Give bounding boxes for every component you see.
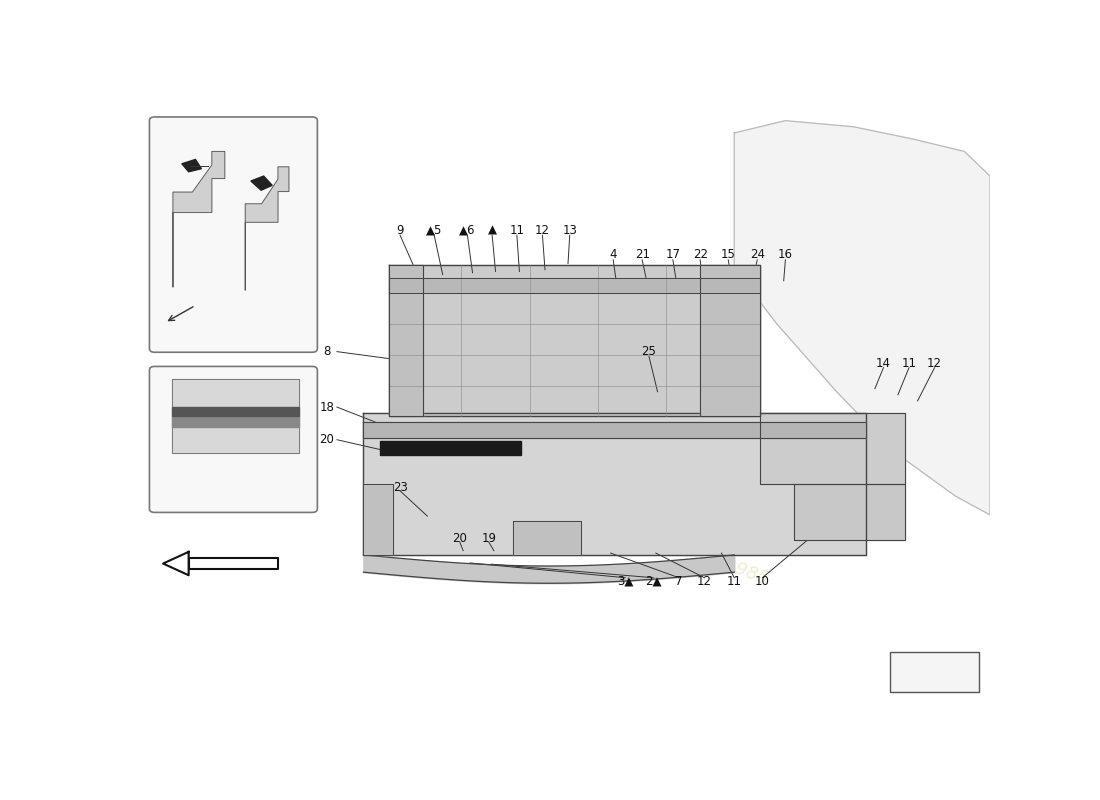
Text: 16: 16 bbox=[778, 249, 793, 262]
Text: a passion for motoring since 1985: a passion for motoring since 1985 bbox=[476, 466, 771, 588]
Text: 2▲: 2▲ bbox=[645, 575, 661, 588]
Polygon shape bbox=[735, 121, 990, 515]
Text: 11: 11 bbox=[727, 575, 741, 588]
FancyBboxPatch shape bbox=[150, 117, 318, 352]
Text: 4: 4 bbox=[609, 249, 617, 262]
Text: 28: 28 bbox=[172, 478, 186, 488]
Text: 10: 10 bbox=[755, 575, 770, 588]
Text: 12: 12 bbox=[927, 358, 942, 370]
Text: 20: 20 bbox=[452, 532, 468, 545]
Polygon shape bbox=[389, 266, 424, 416]
Polygon shape bbox=[363, 414, 867, 555]
Text: 8: 8 bbox=[323, 345, 330, 358]
Text: 23: 23 bbox=[393, 481, 407, 494]
Text: 17: 17 bbox=[666, 249, 681, 262]
Text: USA-CANADA: USA-CANADA bbox=[191, 494, 268, 504]
Text: 13: 13 bbox=[562, 224, 578, 237]
Text: 12: 12 bbox=[697, 575, 712, 588]
Polygon shape bbox=[172, 379, 299, 454]
Polygon shape bbox=[389, 266, 760, 416]
Text: 29: 29 bbox=[210, 478, 224, 488]
Polygon shape bbox=[251, 176, 272, 190]
Polygon shape bbox=[163, 552, 189, 575]
Polygon shape bbox=[794, 484, 904, 539]
Text: ▲ = 1: ▲ = 1 bbox=[917, 666, 952, 678]
Text: 18: 18 bbox=[319, 401, 334, 414]
Text: ▲6: ▲6 bbox=[459, 224, 475, 237]
FancyBboxPatch shape bbox=[150, 366, 318, 513]
Polygon shape bbox=[363, 422, 867, 438]
Text: 21: 21 bbox=[635, 249, 650, 262]
Text: ▲: ▲ bbox=[487, 224, 496, 237]
Polygon shape bbox=[700, 266, 760, 416]
Text: 7: 7 bbox=[675, 575, 683, 588]
Polygon shape bbox=[172, 416, 299, 427]
Text: 14: 14 bbox=[876, 358, 891, 370]
Text: 12: 12 bbox=[535, 224, 550, 237]
Text: 27: 27 bbox=[263, 158, 277, 167]
Polygon shape bbox=[189, 558, 278, 569]
Text: 11: 11 bbox=[509, 224, 525, 237]
Polygon shape bbox=[513, 521, 581, 555]
Polygon shape bbox=[172, 407, 299, 416]
Text: 25: 25 bbox=[641, 345, 657, 358]
Polygon shape bbox=[381, 441, 521, 454]
Polygon shape bbox=[173, 151, 224, 287]
Text: 9: 9 bbox=[396, 224, 404, 237]
Polygon shape bbox=[182, 159, 201, 172]
Text: 22: 22 bbox=[693, 249, 707, 262]
Polygon shape bbox=[760, 414, 904, 484]
Polygon shape bbox=[363, 484, 394, 555]
Text: 15: 15 bbox=[720, 249, 736, 262]
Polygon shape bbox=[389, 278, 760, 293]
Text: 11: 11 bbox=[902, 358, 916, 370]
Text: 3▲: 3▲ bbox=[617, 575, 634, 588]
Text: 19: 19 bbox=[481, 532, 496, 545]
FancyBboxPatch shape bbox=[890, 652, 979, 692]
Polygon shape bbox=[245, 167, 289, 290]
Text: 20: 20 bbox=[319, 434, 334, 446]
Text: europ: europ bbox=[375, 327, 718, 530]
Text: 24: 24 bbox=[750, 249, 764, 262]
Text: ▲5: ▲5 bbox=[426, 224, 442, 237]
Text: 26: 26 bbox=[210, 158, 223, 167]
